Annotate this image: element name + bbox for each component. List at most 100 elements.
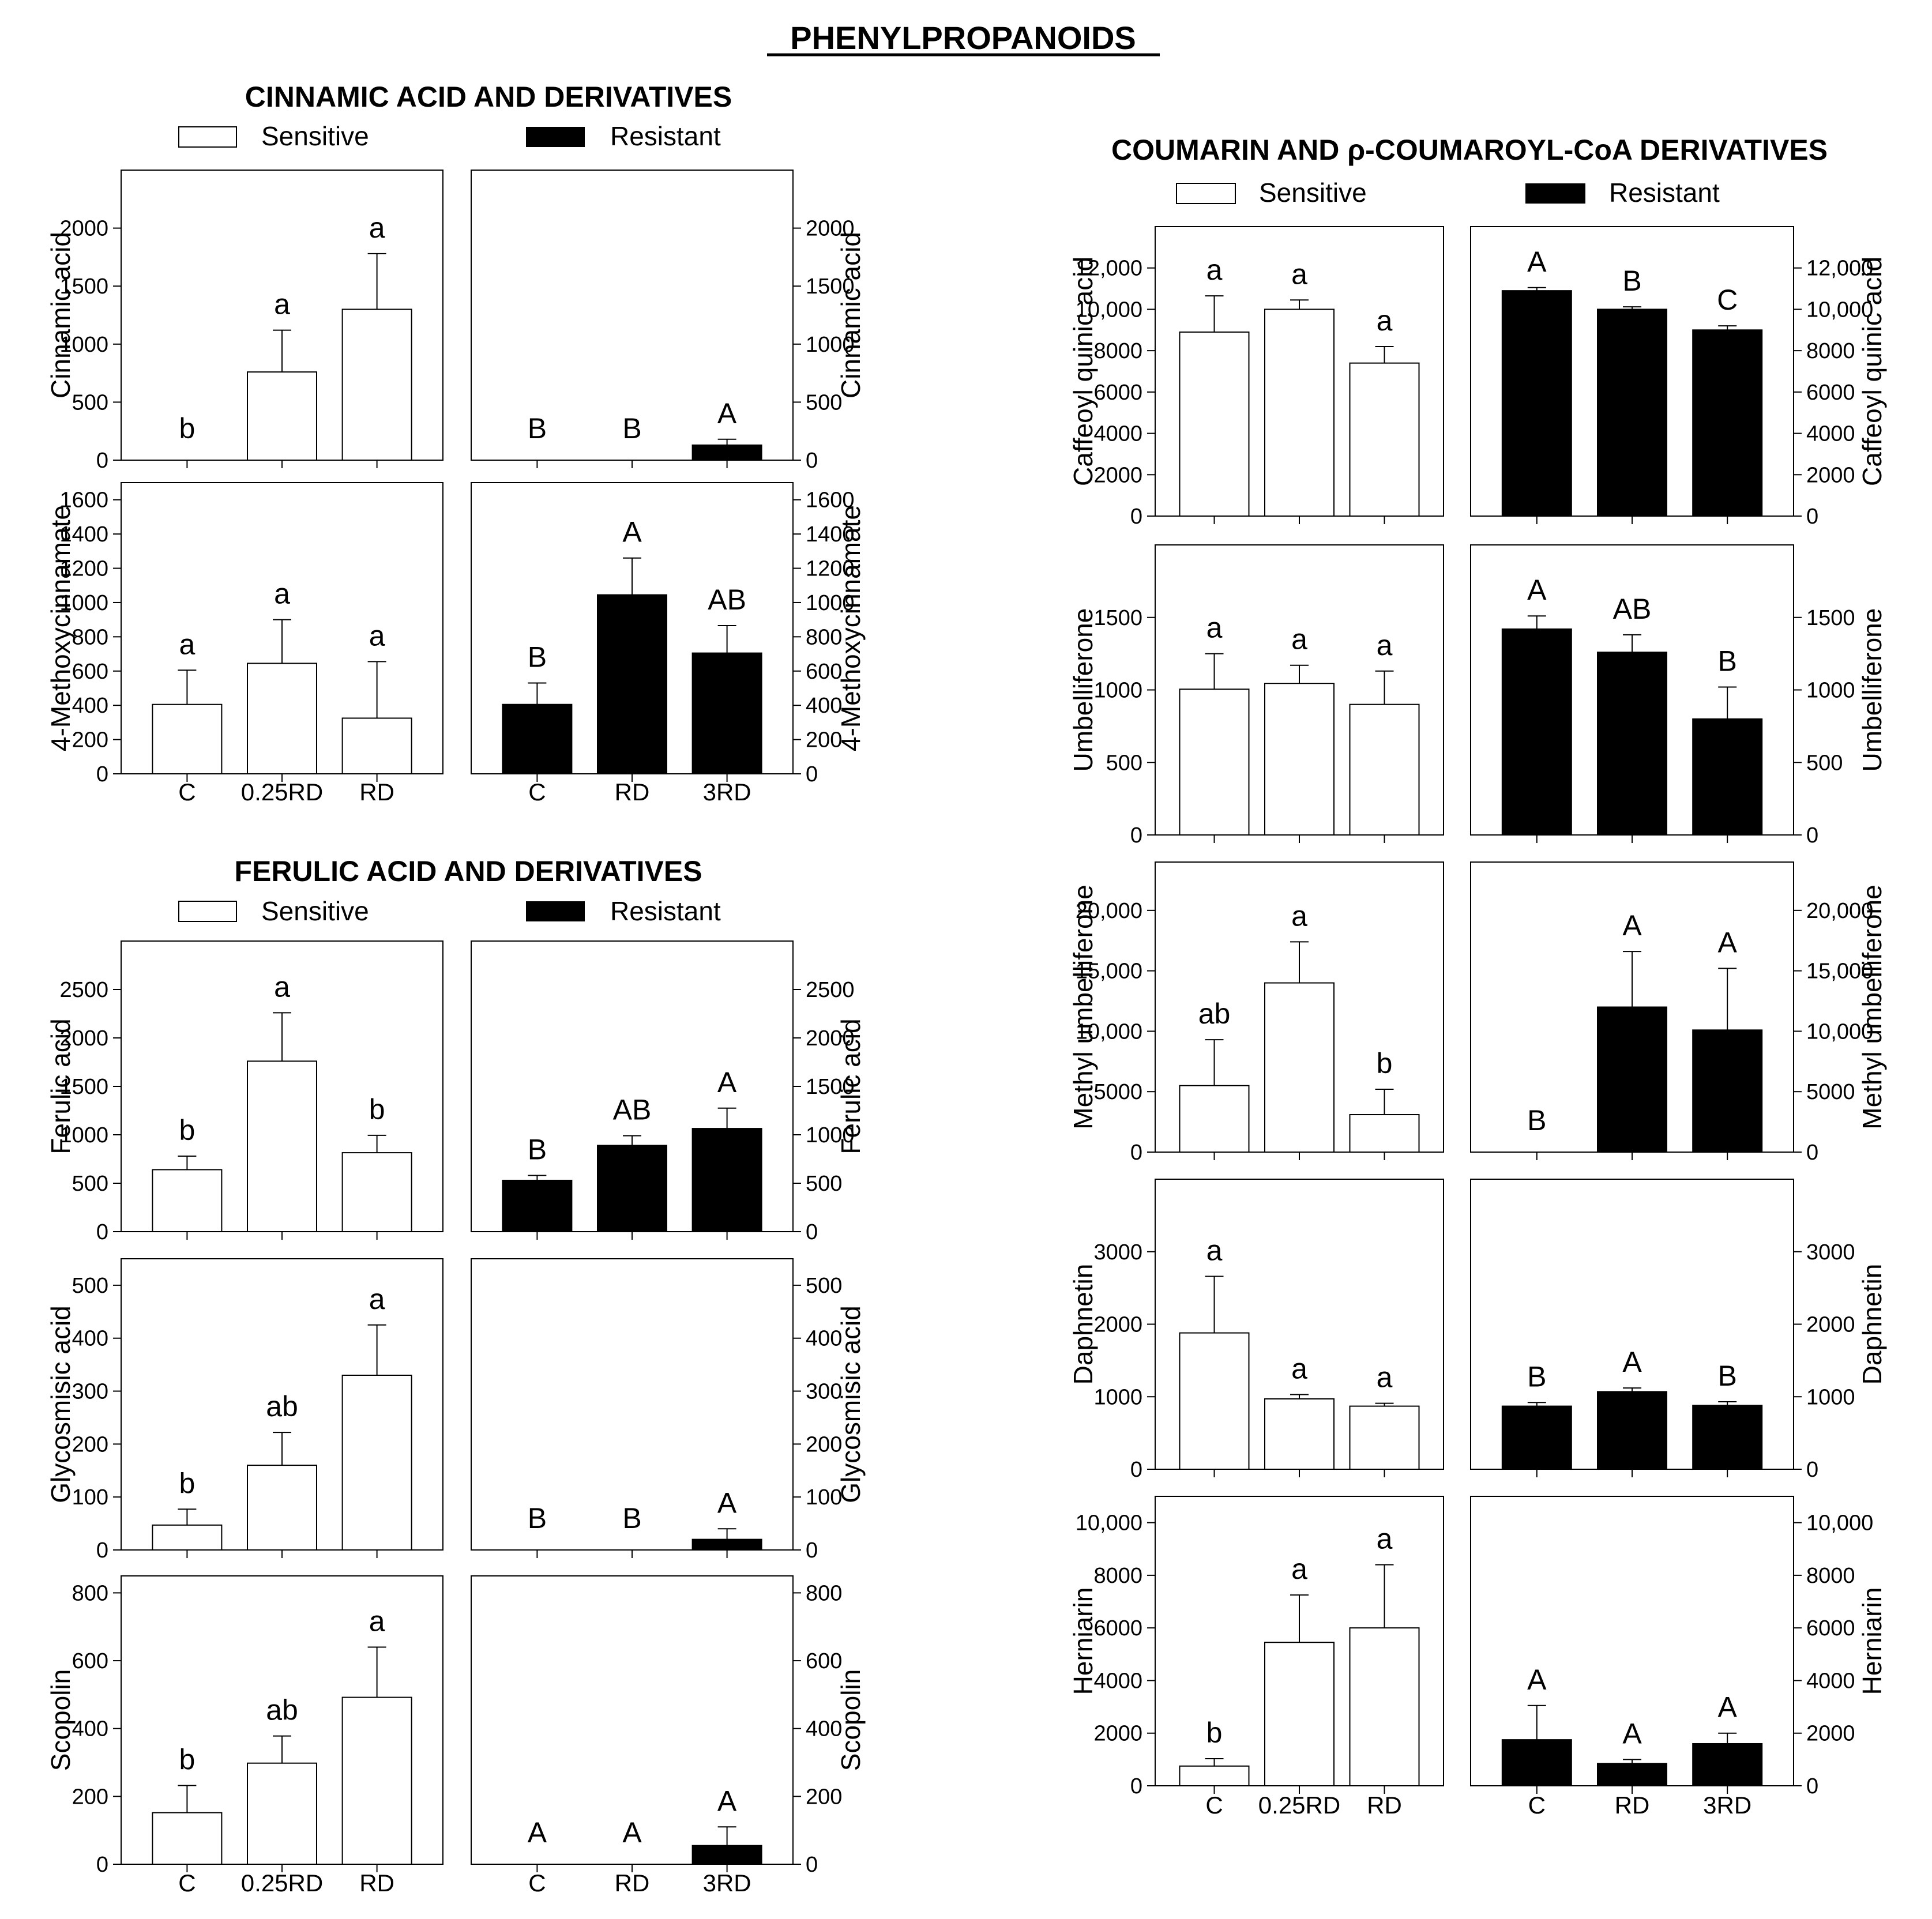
significance-letter: b bbox=[369, 1093, 385, 1126]
significance-letter: B bbox=[1622, 265, 1641, 297]
y-tick-label: 500 bbox=[1106, 751, 1142, 775]
y-tick-label: 500 bbox=[72, 1172, 108, 1196]
y-tick-label: 0 bbox=[96, 1220, 108, 1244]
significance-letter: B bbox=[1527, 1360, 1546, 1393]
significance-letter: a bbox=[1291, 258, 1307, 290]
y-tick-label: 1000 bbox=[806, 1123, 855, 1147]
bar bbox=[152, 1524, 223, 1551]
bar bbox=[1597, 652, 1667, 836]
bar bbox=[1349, 1114, 1420, 1153]
bar bbox=[1264, 683, 1335, 836]
significance-letter: B bbox=[528, 412, 547, 445]
significance-letter: A bbox=[1527, 1664, 1547, 1696]
significance-letter: A bbox=[1527, 574, 1547, 606]
y-tick-label: 10,000 bbox=[1076, 1019, 1142, 1044]
significance-letter: A bbox=[1718, 926, 1738, 958]
y-tick-label: 0 bbox=[1806, 505, 1818, 529]
bar bbox=[247, 371, 317, 461]
bar bbox=[247, 1465, 317, 1551]
y-tick-label: 0 bbox=[1130, 1774, 1142, 1798]
bar bbox=[597, 1145, 667, 1232]
significance-letter: ab bbox=[266, 1390, 298, 1423]
legend-swatch-sensitive bbox=[178, 901, 237, 922]
y-tick-label: 1600 bbox=[59, 488, 108, 513]
y-tick-label: 400 bbox=[806, 1717, 842, 1741]
legend-label-resistant: Resistant bbox=[610, 896, 721, 926]
y-tick-label: 800 bbox=[806, 1581, 842, 1605]
y-tick-label: 1200 bbox=[59, 557, 108, 581]
y-tick-label: 2500 bbox=[806, 978, 855, 1002]
significance-letter: a bbox=[369, 212, 385, 244]
y-axis-label: Umbelliferone bbox=[1068, 608, 1098, 772]
y-tick-label: 1000 bbox=[806, 591, 855, 615]
y-tick-label: 0 bbox=[96, 762, 108, 787]
x-tick-label: 3RD bbox=[703, 1869, 751, 1897]
y-tick-label: 2000 bbox=[1093, 1722, 1142, 1746]
significance-letter: A bbox=[1527, 246, 1547, 278]
y-tick-label: 1400 bbox=[806, 522, 855, 547]
y-tick-label: 4000 bbox=[1806, 1669, 1855, 1693]
x-tick-label: C bbox=[178, 778, 196, 806]
y-tick-label: 600 bbox=[806, 660, 842, 684]
y-tick-label: 400 bbox=[72, 1327, 108, 1351]
y-tick-label: 8000 bbox=[1806, 1564, 1855, 1588]
x-tick-label: C bbox=[1528, 1792, 1546, 1819]
y-tick-label: 200 bbox=[72, 728, 108, 752]
y-tick-label: 10,000 bbox=[1076, 1511, 1142, 1536]
bar bbox=[247, 663, 317, 775]
bar bbox=[1597, 1763, 1667, 1786]
y-tick-label: 400 bbox=[72, 1717, 108, 1741]
y-tick-label: 0 bbox=[806, 1853, 818, 1877]
y-tick-label: 200 bbox=[72, 1785, 108, 1809]
significance-letter: a bbox=[1291, 900, 1307, 932]
x-tick-label: RD bbox=[359, 778, 394, 806]
significance-letter: a bbox=[1206, 254, 1223, 286]
y-tick-label: 10,000 bbox=[1806, 1019, 1873, 1044]
y-tick-label: 15,000 bbox=[1806, 960, 1873, 984]
section-title-ferulic: FERULIC ACID AND DERIVATIVES bbox=[234, 855, 702, 887]
y-tick-label: 600 bbox=[806, 1649, 842, 1673]
bar bbox=[1501, 1405, 1572, 1470]
y-tick-label: 400 bbox=[806, 694, 842, 718]
significance-letter: A bbox=[528, 1816, 547, 1849]
y-axis-label: Herniarin bbox=[1857, 1587, 1887, 1695]
bar bbox=[1501, 628, 1572, 836]
resistant-panel: 0 100 200 300 400 500 Glycosmisic acid B B A bbox=[471, 1258, 866, 1563]
y-tick-label: 1000 bbox=[806, 333, 855, 357]
x-tick-label: 3RD bbox=[703, 778, 751, 806]
significance-letter: a bbox=[1206, 612, 1223, 644]
bar bbox=[1692, 329, 1763, 517]
y-tick-label: 20,000 bbox=[1076, 899, 1142, 923]
bar bbox=[1501, 1739, 1572, 1787]
y-tick-label: 200 bbox=[806, 1432, 842, 1457]
bar bbox=[1349, 1627, 1420, 1787]
sensitive-panel: 0 500 1000 1500 2000 2500 Ferulic acid b a b bbox=[46, 940, 443, 1244]
significance-letter: b bbox=[1206, 1717, 1223, 1749]
y-tick-label: 1600 bbox=[806, 488, 855, 513]
y-tick-label: 1000 bbox=[1806, 1385, 1855, 1409]
y-axis-label: Glycosmisic acid bbox=[836, 1305, 866, 1503]
y-tick-label: 2000 bbox=[1806, 1313, 1855, 1337]
y-tick-label: 1200 bbox=[806, 557, 855, 581]
y-tick-label: 1400 bbox=[59, 522, 108, 547]
bar bbox=[1179, 1085, 1250, 1153]
significance-letter: a bbox=[369, 1605, 385, 1638]
y-tick-label: 1500 bbox=[806, 1075, 855, 1099]
significance-letter: ab bbox=[266, 1694, 298, 1726]
significance-letter: B bbox=[528, 1502, 547, 1534]
y-tick-label: 200 bbox=[806, 728, 842, 752]
y-tick-label: 600 bbox=[72, 660, 108, 684]
y-tick-label: 0 bbox=[96, 1538, 108, 1563]
y-tick-label: 1500 bbox=[59, 1075, 108, 1099]
resistant-panel: 0 2000 4000 6000 8000 10,000 Herniarin A C A RD A 3R… bbox=[1470, 1496, 1887, 1819]
significance-letter: A bbox=[717, 1487, 737, 1519]
significance-letter: ab bbox=[1198, 998, 1231, 1030]
y-tick-label: 15,000 bbox=[1076, 960, 1142, 984]
y-tick-label: 2000 bbox=[59, 217, 108, 241]
legend-label-resistant: Resistant bbox=[1609, 178, 1720, 208]
significance-letter: B bbox=[622, 412, 641, 445]
y-axis-label: Ferulic acid bbox=[836, 1018, 866, 1154]
